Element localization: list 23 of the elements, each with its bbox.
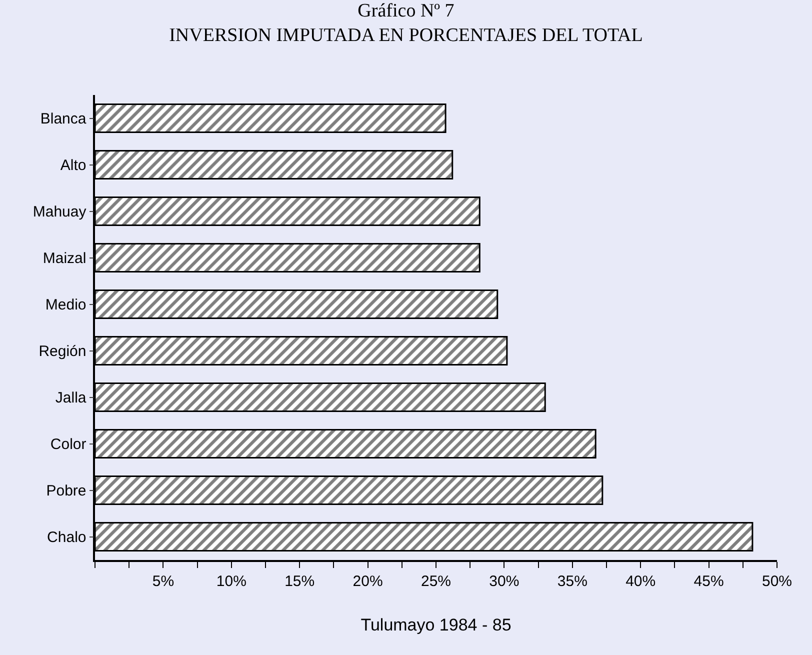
y-tick-label: Color: [50, 436, 86, 453]
x-tick-label: 35%: [557, 572, 588, 590]
y-tick-label: Maizal: [42, 250, 86, 267]
x-tick-label: 15%: [284, 572, 315, 590]
x-axis-title: Tulumayo 1984 - 85: [360, 616, 512, 635]
chart-title: Gráfico Nº 7: [358, 0, 454, 22]
y-tick-label: Región: [38, 343, 86, 360]
y-tick-label: Alto: [60, 157, 86, 174]
x-tick-label: 45%: [694, 572, 724, 590]
y-tick-label: Blanca: [40, 110, 87, 128]
x-tick-label: 5%: [152, 572, 174, 590]
y-tick-label: Pobre: [46, 482, 86, 500]
x-tick-label: 10%: [216, 572, 246, 590]
x-tick-label: 40%: [626, 572, 656, 590]
x-tick-label: 30%: [489, 572, 520, 590]
x-tick-label: 20%: [352, 572, 383, 590]
y-tick-label: Mahuay: [32, 204, 87, 220]
chart-subtitle: INVERSION IMPUTADA EN PORCENTAJES DEL TOTAL: [169, 25, 643, 46]
y-tick-label: Medio: [45, 296, 86, 314]
x-tick-label: 50%: [762, 572, 792, 590]
y-tick-label: Jalla: [55, 390, 87, 406]
y-tick-label: Chalo: [47, 529, 86, 546]
x-tick-label: 25%: [420, 572, 452, 590]
